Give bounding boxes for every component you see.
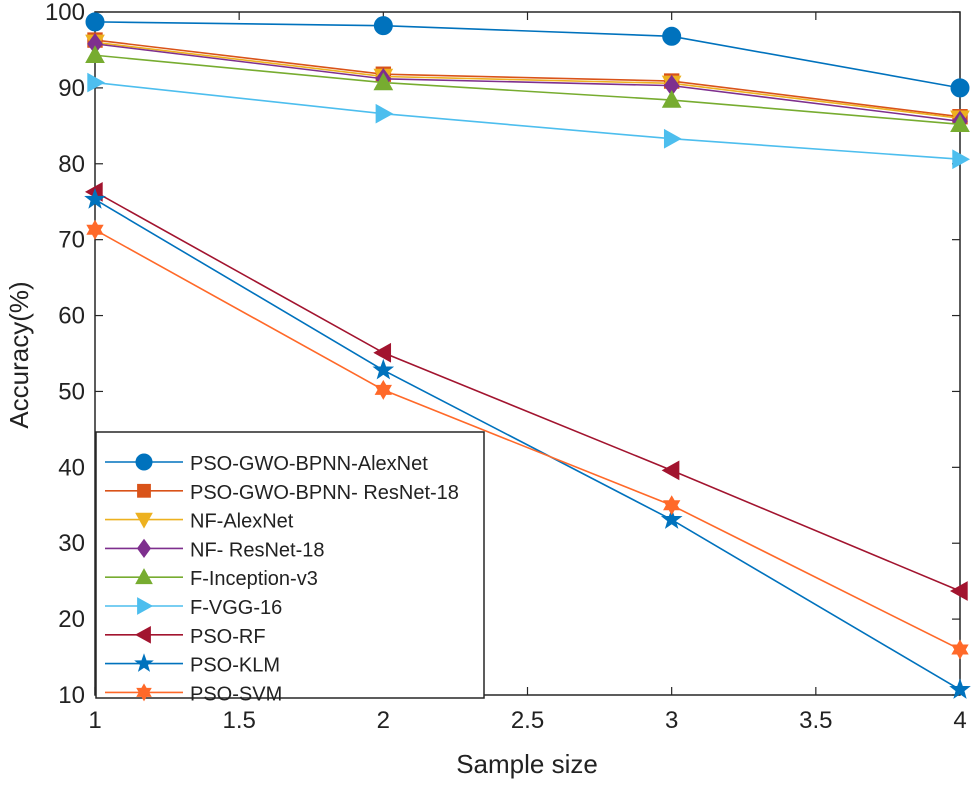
triangle-right-marker [663,128,682,149]
triangle-down-marker [135,512,153,529]
series-nf-resnet-18 [87,33,968,133]
hexagram-marker [374,379,392,400]
legend-label: PSO-RF [190,626,266,648]
legend-item: PSO-SVM [105,683,282,705]
legend-item: PSO-GWO-BPNN- ResNet-18 [105,482,459,504]
series-f-inception-v3 [85,45,970,133]
pentagram-marker [84,188,106,209]
triangle-right-marker [137,597,154,615]
x-tick-label: 2.5 [511,707,544,734]
square-marker [137,483,151,498]
y-tick-label: 10 [58,682,85,709]
y-tick-label: 30 [58,530,85,557]
triangle-right-marker [87,72,106,93]
legend-item: PSO-KLM [105,653,280,677]
hexagram-marker [136,683,152,702]
triangle-left-marker [949,581,968,601]
hexagram-marker [951,639,969,660]
series-pso-klm [84,188,971,699]
y-tick-label: 40 [58,454,85,481]
circle-marker [373,16,393,36]
triangle-up-marker [661,90,682,108]
series-line [94,39,961,118]
legend-label: F-VGG-16 [190,597,282,619]
diamond-marker [136,538,152,559]
pentagram-marker [949,678,971,699]
legend-label: PSO-SVM [190,683,282,705]
circle-marker [135,453,153,471]
series-line [94,41,961,120]
triangle-left-marker [373,342,392,363]
x-tick-label: 3.5 [799,707,832,734]
legend-item: F-VGG-16 [105,597,282,619]
y-tick-label: 100 [45,0,85,26]
y-tick-label: 50 [58,378,85,405]
series-line [94,191,961,592]
triangle-right-marker [375,103,394,124]
x-tick-label: 4 [953,707,966,734]
circle-marker [662,26,682,46]
triangle-up-marker [85,45,105,63]
legend-item: PSO-RF [105,626,266,648]
triangle-right-marker [952,149,971,170]
x-tick-label: 1 [88,707,101,734]
circle-marker [950,78,970,98]
series-line [94,229,961,651]
legend-label: PSO-GWO-BPNN- ResNet-18 [190,482,459,504]
triangle-left-marker [134,625,151,644]
circle-marker [85,12,105,32]
x-tick-label: 3 [665,707,678,734]
series-pso-gwo-bpnn-resnet-18 [87,32,968,125]
legend-item: NF- ResNet-18 [105,538,324,561]
legend-item: F-Inception-v3 [105,568,318,590]
series-pso-gwo-bpnn-alexnet [85,12,970,98]
x-tick-label: 2 [377,707,390,734]
triangle-up-marker [950,114,970,133]
series-f-vgg-16 [87,72,971,170]
triangle-up-marker [373,72,394,91]
y-tick-label: 70 [58,227,85,254]
hexagram-marker [663,495,681,516]
triangle-up-marker [135,568,153,585]
y-tick-label: 60 [58,303,85,330]
y-tick-label: 90 [58,75,85,102]
pentagram-marker [372,358,395,380]
hexagram-marker [86,219,104,240]
legend-label: PSO-KLM [190,655,280,677]
series-line [94,81,961,161]
y-tick-label: 20 [58,606,85,633]
legend-label: NF-AlexNet [190,511,294,533]
x-tick-label: 1.5 [222,707,255,734]
legend-label: NF- ResNet-18 [190,539,324,561]
triangle-left-marker [661,460,680,481]
series-layer [84,12,971,699]
y-tick-label: 80 [58,151,85,178]
legend: PSO-GWO-BPNN-AlexNet PSO-GWO-BPNN- ResNet… [95,431,485,705]
legend-item: NF-AlexNet [105,511,294,533]
y-axis-label: Accuracy(%) [4,281,34,428]
legend-label: PSO-GWO-BPNN-AlexNet [190,453,428,475]
pentagram-marker [134,653,154,672]
series-line [94,54,961,126]
series-line [94,198,961,691]
legend-item: PSO-GWO-BPNN-AlexNet [105,453,428,475]
pentagram-marker [660,508,683,529]
legend-label: F-Inception-v3 [190,568,318,590]
series-line [94,43,961,123]
axes: 1 1.5 2 2.5 3 3.5 4 10 20 30 40 50 60 70 80 90 100 [45,0,967,734]
legend-box [95,431,485,699]
series-pso-svm [86,219,969,660]
x-axis-label: Sample size [456,749,598,779]
series-line [94,21,961,89]
